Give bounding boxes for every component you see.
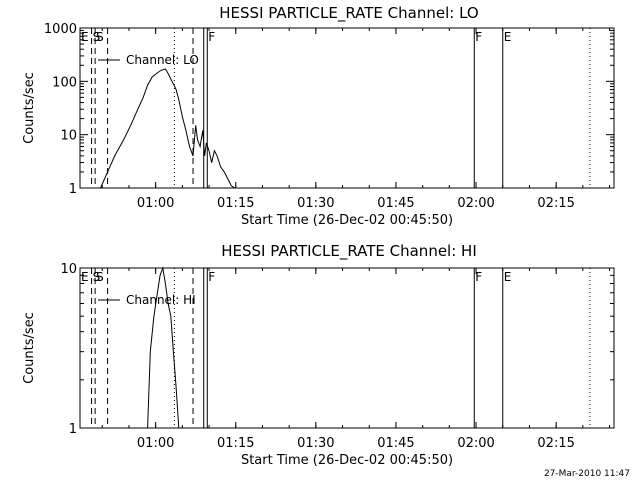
plot-frame [79, 267, 615, 429]
y-tick-label: 100 [52, 75, 77, 90]
time-marker-label: F [475, 270, 482, 284]
time-marker-label: S [93, 270, 101, 284]
x-tick-label: 01:15 [217, 436, 254, 451]
legend-label: Channel: LO [126, 53, 199, 67]
timestamp-stamp: 27-Mar-2010 11:47 [543, 469, 630, 479]
y-axis-label: Counts/sec [22, 312, 37, 384]
x-tick-label: 01:00 [137, 196, 174, 211]
time-marker-label: E [504, 270, 512, 284]
y-tick-label: 1 [69, 182, 77, 197]
time-marker-label: E [81, 30, 89, 44]
time-marker-label: F [208, 270, 215, 284]
x-tick-label: 01:00 [137, 436, 174, 451]
x-tick-label: 01:45 [377, 196, 414, 211]
x-tick-label: 01:30 [297, 196, 334, 211]
time-marker-label: F [208, 30, 215, 44]
chart-title: HESSI PARTICLE_RATE Channel: HI [221, 242, 477, 261]
x-axis-label: Start Time (26-Dec-02 00:45:50) [241, 213, 453, 228]
time-marker-label: S [93, 30, 101, 44]
x-tick-label: 02:00 [457, 196, 494, 211]
y-tick-label: 10 [60, 262, 77, 277]
series-line [100, 68, 236, 189]
plot-frame [79, 27, 615, 189]
x-tick-label: 01:30 [297, 436, 334, 451]
time-marker-label: E [504, 30, 512, 44]
x-tick-label: 02:15 [537, 436, 574, 451]
legend-label: Channel: HI [126, 293, 196, 307]
time-marker-label: F [475, 30, 482, 44]
x-tick-label: 01:45 [377, 436, 414, 451]
chart-title: HESSI PARTICLE_RATE Channel: LO [219, 4, 478, 23]
y-tick-label: 10 [60, 129, 77, 144]
x-axis-label: Start Time (26-Dec-02 00:45:50) [241, 453, 453, 468]
time-marker-label: S [96, 270, 104, 284]
y-tick-label: 1000 [44, 22, 77, 37]
x-tick-label: 01:15 [217, 196, 254, 211]
time-marker-label: E [81, 270, 89, 284]
x-tick-label: 02:00 [457, 436, 494, 451]
series-line [147, 266, 180, 429]
y-tick-label: 1 [69, 422, 77, 437]
y-axis-label: Counts/sec [22, 72, 37, 144]
time-marker-label: S [96, 30, 104, 44]
x-tick-label: 02:15 [537, 196, 574, 211]
